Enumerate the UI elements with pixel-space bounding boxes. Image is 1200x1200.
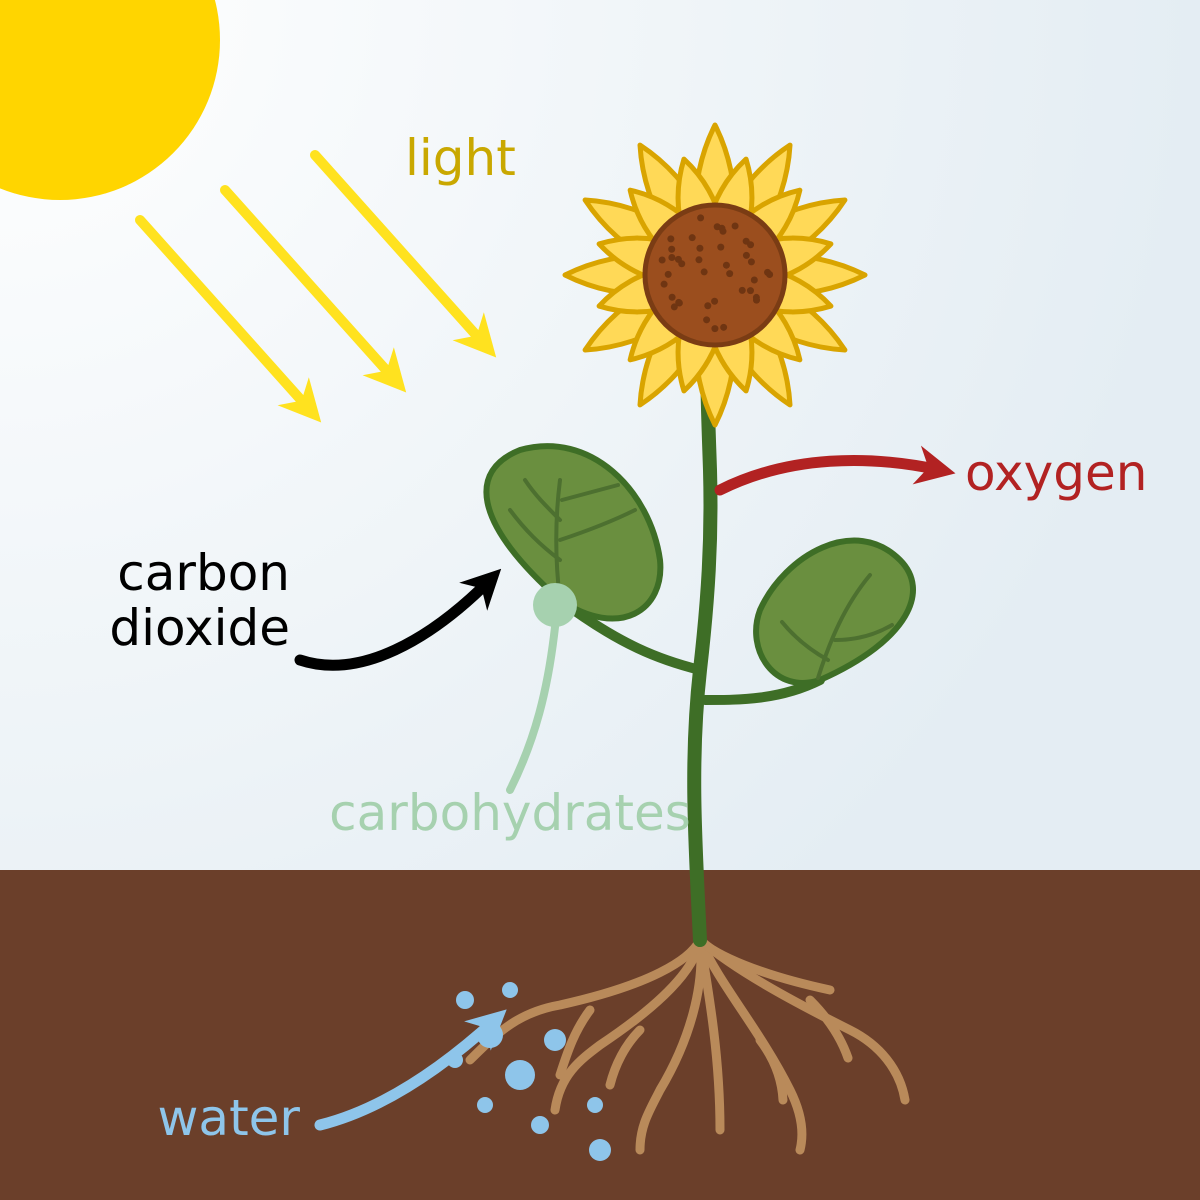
carbohydrates-label: carbohydrates	[329, 784, 691, 842]
water-label: water	[158, 1089, 301, 1147]
carbon-dioxide-label: carbon	[117, 544, 290, 602]
light-label: light	[405, 129, 516, 187]
carbohydrate-spot	[533, 583, 577, 627]
carbon-dioxide-label-2: dioxide	[109, 599, 290, 657]
oxygen-label: oxygen	[965, 444, 1147, 502]
photosynthesis-diagram: light oxygen carbon dioxide carbohydrate…	[0, 0, 1200, 1200]
